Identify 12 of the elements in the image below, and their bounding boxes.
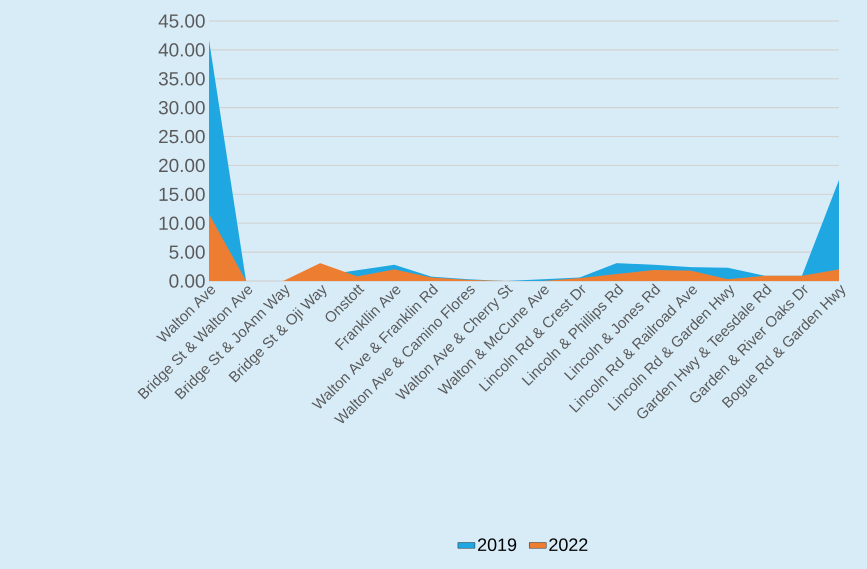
y-tick-label: 30.00 [158,100,205,114]
y-tick-label: 5.00 [169,245,205,259]
y-tick-label: 20.00 [159,158,205,172]
y-tick-label: 10.00 [160,216,205,230]
y-tick-label: 25.00 [159,130,205,144]
y-tick-label: 15.00 [160,188,205,202]
legend-label: 2022 [549,538,588,552]
legend-label: 2019 [478,538,516,552]
y-tick-label: 40.00 [158,43,205,57]
y-tick-label: 35.00 [158,72,205,86]
y-tick-label: 45.00 [158,14,205,28]
y-tick-label: 0.00 [169,274,205,288]
